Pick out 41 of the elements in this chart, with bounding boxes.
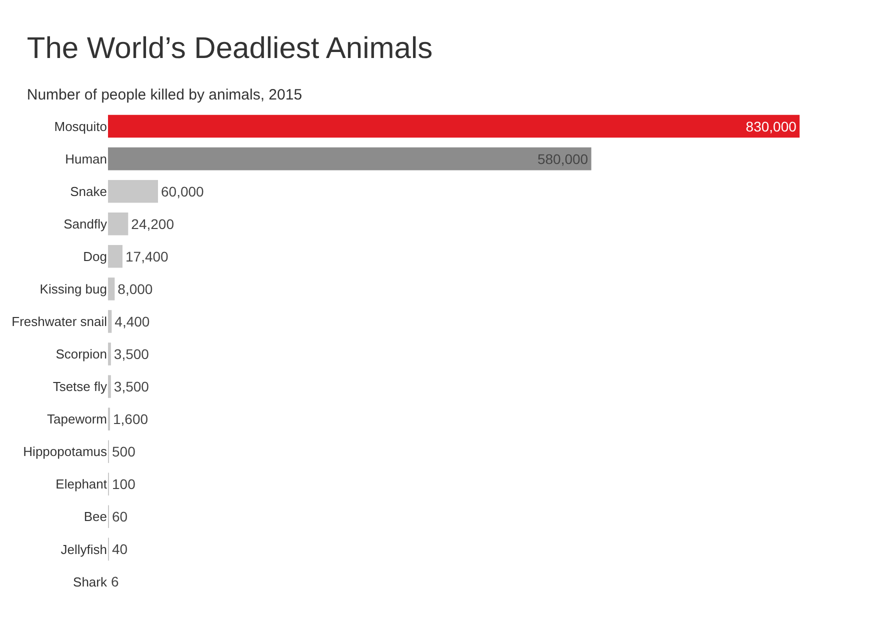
y-tick-label: Freshwater snail [12, 314, 108, 330]
data-label: 500 [112, 444, 136, 460]
bar [108, 180, 158, 203]
data-label: 60,000 [161, 183, 204, 200]
bar [108, 310, 112, 333]
y-tick-label: Snake [70, 184, 107, 199]
data-label: 60 [112, 508, 128, 525]
y-tick-label: Mosquito [54, 118, 107, 134]
bar [108, 245, 122, 268]
data-label: 830,000 [746, 118, 797, 134]
y-tick-label: Human [65, 151, 107, 166]
data-label: 17,400 [126, 248, 169, 264]
y-tick-label: Scorpion [56, 346, 107, 362]
y-tick-label: Shark [73, 574, 108, 590]
y-tick-label: Jellyfish [60, 542, 107, 557]
bar [108, 278, 115, 300]
y-tick-label: Dog [83, 248, 107, 264]
data-label: 1,600 [113, 411, 148, 428]
data-label: 100 [112, 476, 136, 492]
data-label: 3,500 [114, 346, 150, 362]
chart-subtitle: Number of people killed by animals, 2015 [26, 86, 302, 104]
bar [108, 147, 592, 170]
y-tick-label: Sandfly [64, 216, 108, 232]
data-label: 4,400 [114, 313, 150, 330]
data-label: 6 [111, 574, 119, 590]
y-tick-label: Hippopotamus [23, 444, 108, 460]
chart-title: The World’s Deadliest Animals [26, 32, 433, 66]
y-tick-label: Bee [84, 509, 107, 524]
bar [108, 212, 128, 236]
y-tick-label: Elephant [56, 476, 108, 492]
bar [108, 375, 111, 398]
data-label: 580,000 [537, 150, 588, 167]
data-label: 3,500 [114, 378, 150, 395]
y-tick-label: Tapeworm [47, 412, 107, 427]
y-tick-label: Kissing bug [40, 281, 107, 296]
data-label: 24,200 [131, 216, 174, 232]
data-label: 40 [112, 541, 128, 558]
data-label: 8,000 [118, 280, 153, 297]
y-tick-label: Tsetse fly [52, 379, 108, 394]
bar [108, 342, 111, 366]
bar [108, 114, 800, 138]
